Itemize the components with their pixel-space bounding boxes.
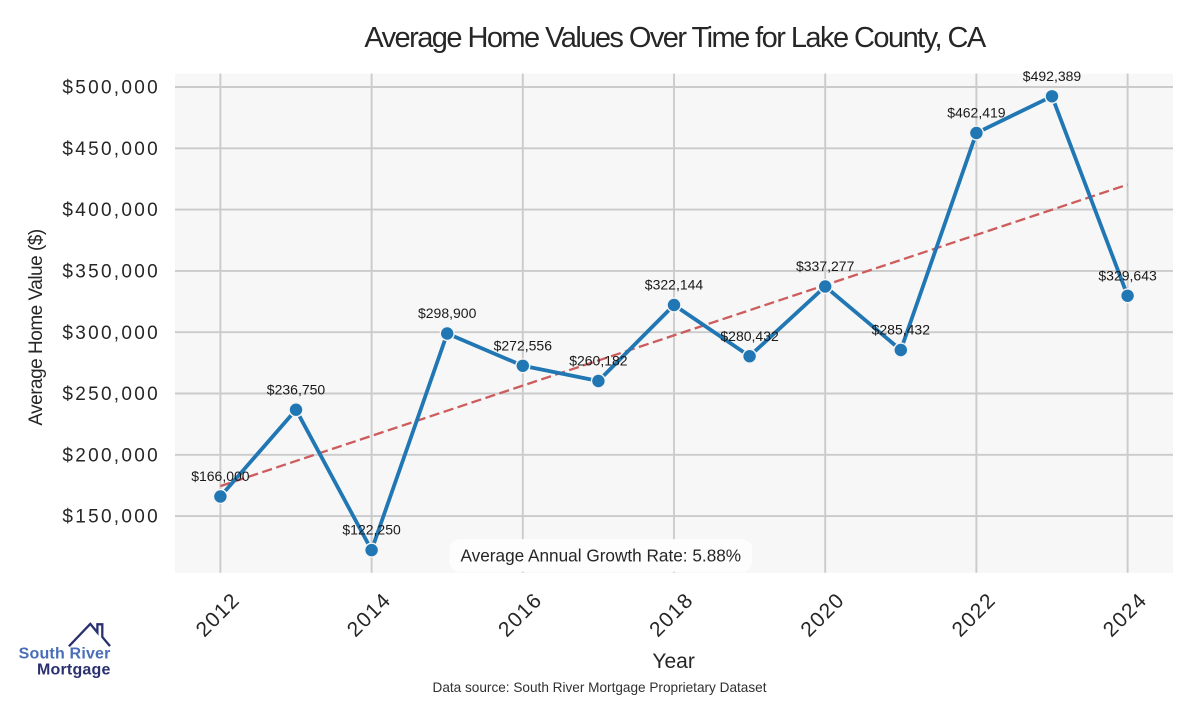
svg-text:$122,250: $122,250 (342, 522, 401, 538)
svg-text:$322,144: $322,144 (645, 277, 704, 293)
svg-text:$300,000: $300,000 (62, 323, 160, 344)
svg-text:$337,277: $337,277 (796, 258, 855, 274)
svg-text:$250,000: $250,000 (62, 384, 160, 405)
svg-text:$350,000: $350,000 (62, 262, 160, 283)
svg-text:Data source: South River Mortg: Data source: South River Mortgage Propri… (433, 680, 767, 695)
svg-text:$166,000: $166,000 (191, 468, 250, 484)
svg-text:South River: South River (19, 646, 111, 663)
svg-text:$285,432: $285,432 (872, 322, 931, 338)
svg-text:$272,556: $272,556 (494, 337, 553, 353)
svg-text:$298,900: $298,900 (418, 305, 477, 321)
svg-text:$200,000: $200,000 (62, 445, 160, 466)
svg-text:$329,643: $329,643 (1098, 267, 1157, 283)
svg-text:$280,432: $280,432 (720, 328, 779, 344)
svg-text:$236,750: $236,750 (267, 381, 326, 397)
svg-text:$150,000: $150,000 (62, 507, 160, 528)
svg-text:Average Home Value ($): Average Home Value ($) (26, 229, 47, 426)
svg-text:$400,000: $400,000 (62, 200, 160, 221)
svg-text:Mortgage: Mortgage (37, 662, 111, 679)
svg-text:Average Annual Growth Rate: 5.: Average Annual Growth Rate: 5.88% (461, 546, 742, 566)
svg-text:Average Home Values Over Time: Average Home Values Over Time for Lake C… (364, 22, 987, 54)
svg-text:$450,000: $450,000 (62, 139, 160, 160)
svg-text:Year: Year (652, 650, 694, 673)
svg-text:$500,000: $500,000 (62, 78, 160, 99)
svg-text:$260,182: $260,182 (569, 353, 628, 369)
svg-text:$492,389: $492,389 (1023, 68, 1082, 84)
svg-text:$462,419: $462,419 (947, 105, 1006, 121)
